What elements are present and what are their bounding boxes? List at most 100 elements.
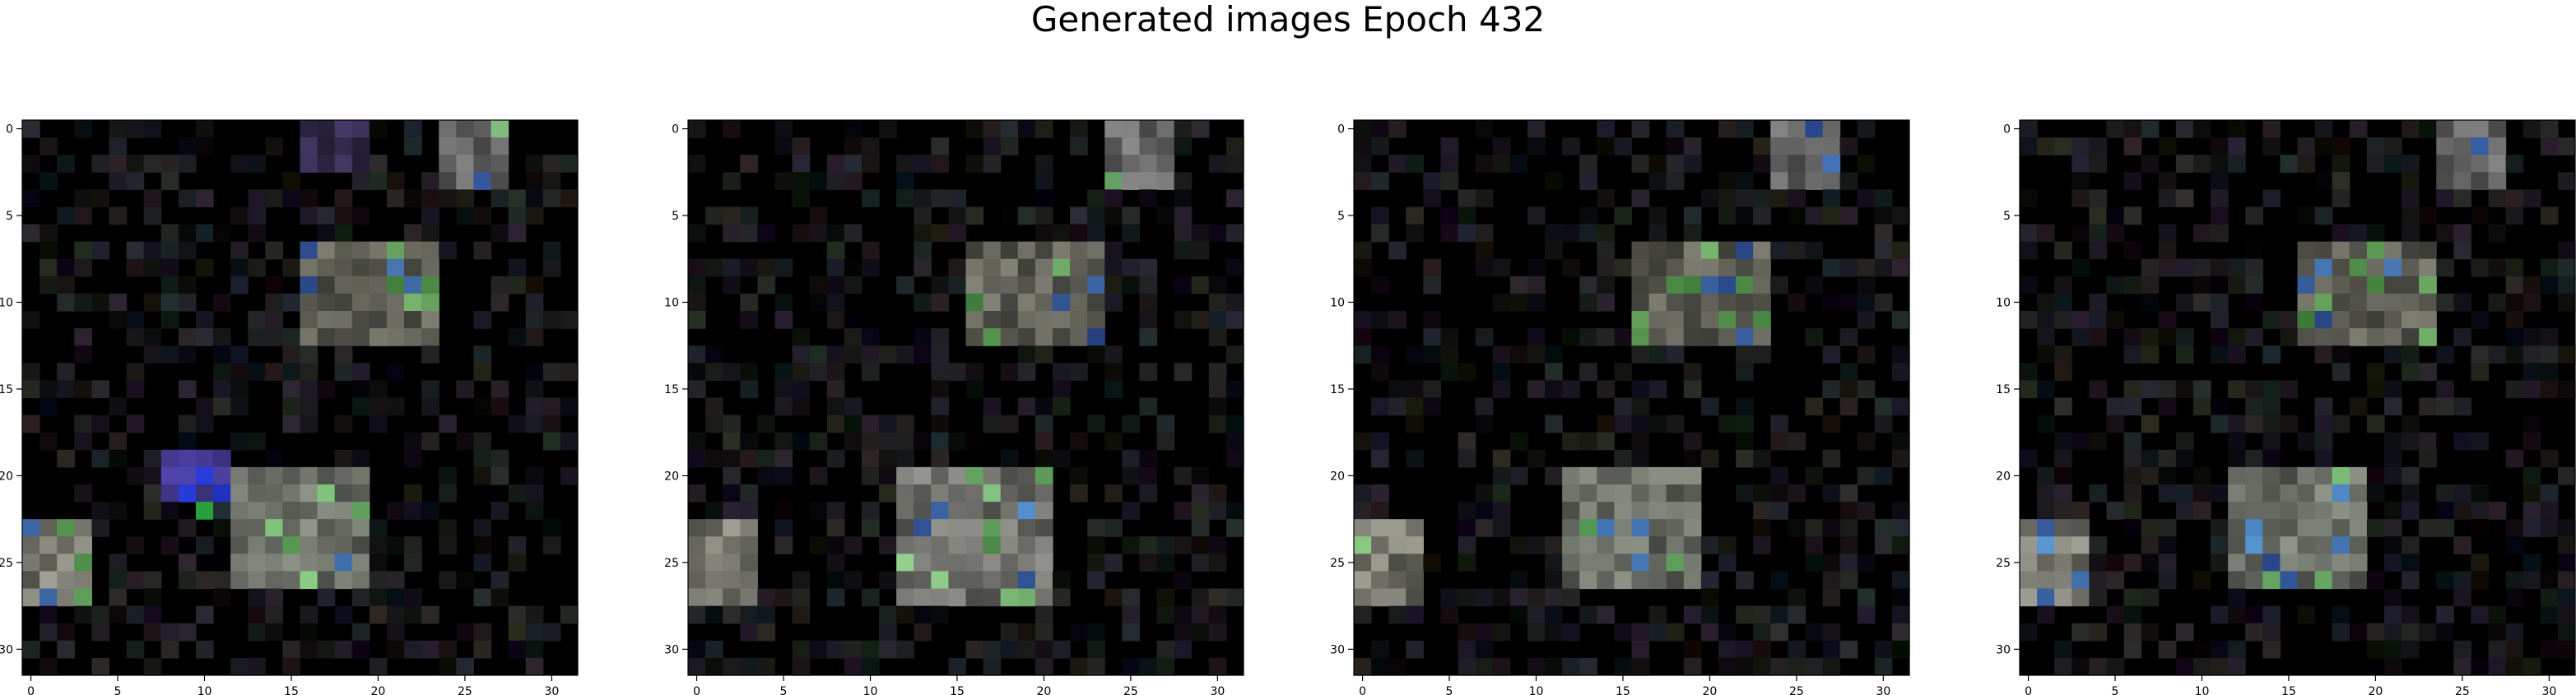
- image-pixel: [1191, 224, 1210, 243]
- image-pixel: [1371, 311, 1389, 329]
- image-pixel: [1822, 623, 1841, 642]
- image-pixel: [1718, 311, 1737, 329]
- image-pixel: [1000, 137, 1019, 155]
- image-pixel: [1718, 657, 1737, 676]
- image-pixel: [195, 484, 214, 503]
- image-pixel: [404, 536, 422, 554]
- image-pixel: [1753, 276, 1771, 294]
- image-pixel: [2123, 484, 2142, 503]
- image-pixel: [386, 172, 405, 190]
- image-pixel: [1648, 502, 1667, 520]
- image-pixel: [1718, 640, 1737, 659]
- image-pixel: [109, 554, 128, 572]
- image-pixel: [2332, 484, 2350, 503]
- image-pixel: [1527, 328, 1546, 346]
- image-pixel: [40, 605, 58, 624]
- image-pixel: [931, 449, 949, 468]
- y-tick-label: 10: [664, 296, 679, 309]
- image-pixel: [914, 206, 932, 225]
- image-pixel: [1545, 345, 1563, 364]
- image-pixel: [965, 484, 984, 503]
- image-pixel: [1017, 363, 1036, 381]
- image-pixel: [560, 432, 579, 451]
- image-pixel: [265, 276, 283, 294]
- image-pixel: [178, 137, 197, 155]
- image-pixel: [2037, 571, 2055, 590]
- image-pixel: [1683, 224, 1702, 243]
- image-pixel: [1788, 640, 1806, 659]
- image-pixel: [792, 571, 811, 590]
- image-pixel: [109, 502, 128, 520]
- image-pixel: [931, 519, 949, 537]
- image-pixel: [439, 657, 457, 676]
- image-pixel: [91, 241, 110, 260]
- image-pixel: [386, 571, 405, 590]
- image-pixel: [2297, 137, 2316, 155]
- image-pixel: [195, 415, 214, 433]
- image-pixel: [2123, 519, 2142, 537]
- image-pixel: [74, 328, 92, 346]
- image-pixel: [705, 536, 723, 554]
- image-pixel: [2523, 484, 2541, 503]
- image-pixel: [22, 536, 40, 554]
- image-pixel: [2419, 519, 2437, 537]
- image-pixel: [983, 311, 1002, 329]
- image-pixel: [1736, 605, 1754, 624]
- image-pixel: [351, 328, 370, 346]
- image-pixel: [2211, 224, 2229, 243]
- image-pixel: [2332, 536, 2350, 554]
- image-pixel: [1208, 657, 1227, 676]
- image-pixel: [1700, 293, 1719, 312]
- image-pixel: [1475, 328, 1494, 346]
- image-pixel: [1753, 623, 1771, 642]
- image-pixel: [2332, 415, 2350, 433]
- image-pixel: [1839, 172, 1858, 190]
- image-pixel: [1156, 206, 1175, 225]
- image-pixel: [1874, 657, 1893, 676]
- image-pixel: [2054, 397, 2072, 416]
- image-pixel: [1035, 172, 1053, 190]
- image-pixel: [2106, 276, 2125, 294]
- image-pixel: [2071, 571, 2090, 590]
- image-pixel: [1631, 432, 1650, 451]
- image-pixel: [473, 623, 492, 642]
- image-pixel: [91, 189, 110, 208]
- image-pixel: [2453, 241, 2472, 260]
- image-pixel: [1475, 189, 1494, 208]
- image-pixel: [1579, 536, 1597, 554]
- x-tick-label: 25: [1789, 685, 1804, 695]
- image-pixel: [1683, 536, 1702, 554]
- image-pixel: [792, 328, 811, 346]
- image-pixel: [265, 328, 283, 346]
- image-pixel: [792, 605, 811, 624]
- image-pixel: [351, 155, 370, 173]
- image-pixel: [2419, 363, 2437, 381]
- image-pixel: [40, 536, 58, 554]
- x-tick-label: 0: [1359, 685, 1366, 695]
- image-pixel: [2419, 258, 2437, 277]
- image-pixel: [351, 120, 370, 138]
- image-pixel: [688, 380, 706, 399]
- image-pixel: [22, 640, 40, 659]
- image-pixel: [2366, 224, 2385, 243]
- image-pixel: [914, 432, 932, 451]
- image-pixel: [2228, 657, 2246, 676]
- image-pixel: [473, 554, 492, 572]
- image-pixel: [1770, 415, 1788, 433]
- image-pixel: [74, 484, 92, 503]
- image-pixel: [57, 588, 75, 607]
- image-pixel: [508, 189, 527, 208]
- image-pixel: [57, 206, 75, 225]
- image-pixel: [2020, 536, 2038, 554]
- image-pixel: [965, 380, 984, 399]
- image-pixel: [439, 519, 457, 537]
- image-pixel: [525, 206, 544, 225]
- image-pixel: [2141, 519, 2160, 537]
- image-pixel: [2037, 588, 2055, 607]
- image-pixel: [2054, 536, 2072, 554]
- image-pixel: [1788, 155, 1806, 173]
- image-pixel: [1822, 519, 1841, 537]
- image-pixel: [1475, 502, 1494, 520]
- image-pixel: [1891, 605, 1910, 624]
- image-pixel: [1070, 432, 1088, 451]
